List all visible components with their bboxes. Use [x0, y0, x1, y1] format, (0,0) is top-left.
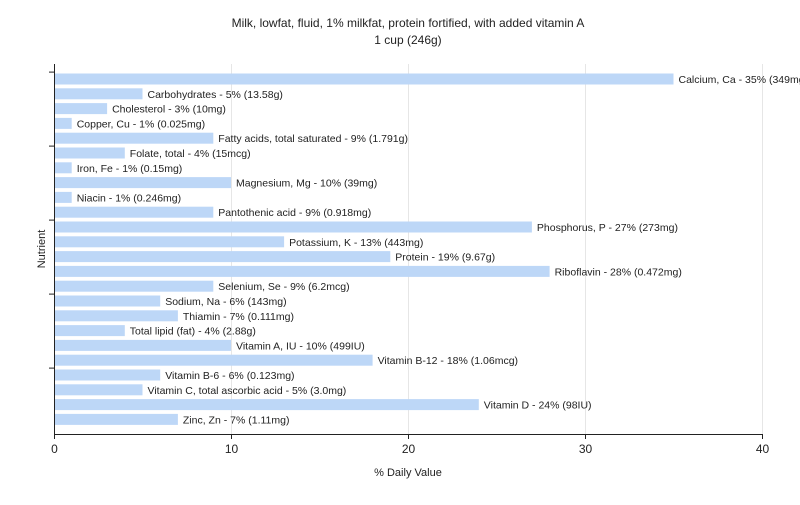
bar [55, 355, 373, 366]
bar [55, 266, 550, 277]
bar-label: Zinc, Zn - 7% (1.11mg) [183, 414, 290, 426]
chart-subtitle: 1 cup (246g) [374, 33, 441, 47]
bar [55, 384, 143, 395]
bar [55, 399, 479, 410]
bar [55, 133, 213, 144]
bar-label: Cholesterol - 3% (10mg) [112, 104, 226, 116]
bar [55, 103, 107, 114]
x-tick-label: 30 [579, 442, 593, 456]
grid-lines [232, 64, 763, 434]
bar [55, 222, 532, 233]
bar-label: Calcium, Ca - 35% (349mg) [679, 74, 800, 86]
x-tick-label: 0 [51, 442, 58, 456]
x-tick-label: 10 [225, 442, 239, 456]
bar [55, 251, 390, 262]
bar [55, 310, 178, 321]
chart-title: Milk, lowfat, fluid, 1% milkfat, protein… [232, 16, 585, 30]
bar-label: Protein - 19% (9.67g) [395, 252, 495, 264]
bar-label: Vitamin B-12 - 18% (1.06mcg) [378, 355, 518, 367]
bar [55, 74, 674, 85]
bar-label: Phosphorus, P - 27% (273mg) [537, 222, 678, 234]
bar-label: Folate, total - 4% (15mcg) [130, 148, 251, 160]
y-axis-label: Nutrient [36, 230, 48, 269]
bar [55, 118, 72, 129]
bar-label: Total lipid (fat) - 4% (2.88g) [130, 326, 256, 338]
bar-label: Pantothenic acid - 9% (0.918mg) [218, 207, 371, 219]
bar-labels: Calcium, Ca - 35% (349mg) Carbohydrates -… [77, 74, 800, 426]
bar-label: Vitamin B-6 - 6% (0.123mg) [165, 370, 294, 382]
bar-label: Thiamin - 7% (0.111mg) [183, 311, 294, 323]
bar-label: Fatty acids, total saturated - 9% (1.791… [218, 133, 408, 145]
bar [55, 236, 284, 247]
bar-label: Potassium, K - 13% (443mg) [289, 237, 423, 249]
bar-label: Iron, Fe - 1% (0.15mg) [77, 163, 183, 175]
bar-label: Vitamin C, total ascorbic acid - 5% (3.0… [148, 385, 347, 397]
bar [55, 88, 143, 99]
bar-label: Carbohydrates - 5% (13.58g) [148, 89, 283, 101]
bar [55, 296, 160, 307]
bar-label: Selenium, Se - 9% (6.2mcg) [218, 281, 349, 293]
bar [55, 340, 231, 351]
bar [55, 414, 178, 425]
bar-label: Niacin - 1% (0.246mg) [77, 192, 181, 204]
x-tick-label: 20 [402, 442, 416, 456]
bar-label: Copper, Cu - 1% (0.025mg) [77, 118, 205, 130]
bar [55, 192, 72, 203]
bar [55, 177, 231, 188]
bar-label: Sodium, Na - 6% (143mg) [165, 296, 286, 308]
bar [55, 148, 125, 159]
x-tick-label: 40 [756, 442, 770, 456]
bar [55, 162, 72, 173]
bar-label: Magnesium, Mg - 10% (39mg) [236, 178, 377, 190]
bar [55, 207, 213, 218]
bar-label: Riboflavin - 28% (0.472mg) [555, 266, 682, 278]
bar [55, 281, 213, 292]
bar [55, 370, 160, 381]
bar-label: Vitamin A, IU - 10% (499IU) [236, 340, 365, 352]
bar-label: Vitamin D - 24% (98IU) [484, 400, 592, 412]
x-axis-label: % Daily Value [374, 467, 442, 479]
bar [55, 325, 125, 336]
